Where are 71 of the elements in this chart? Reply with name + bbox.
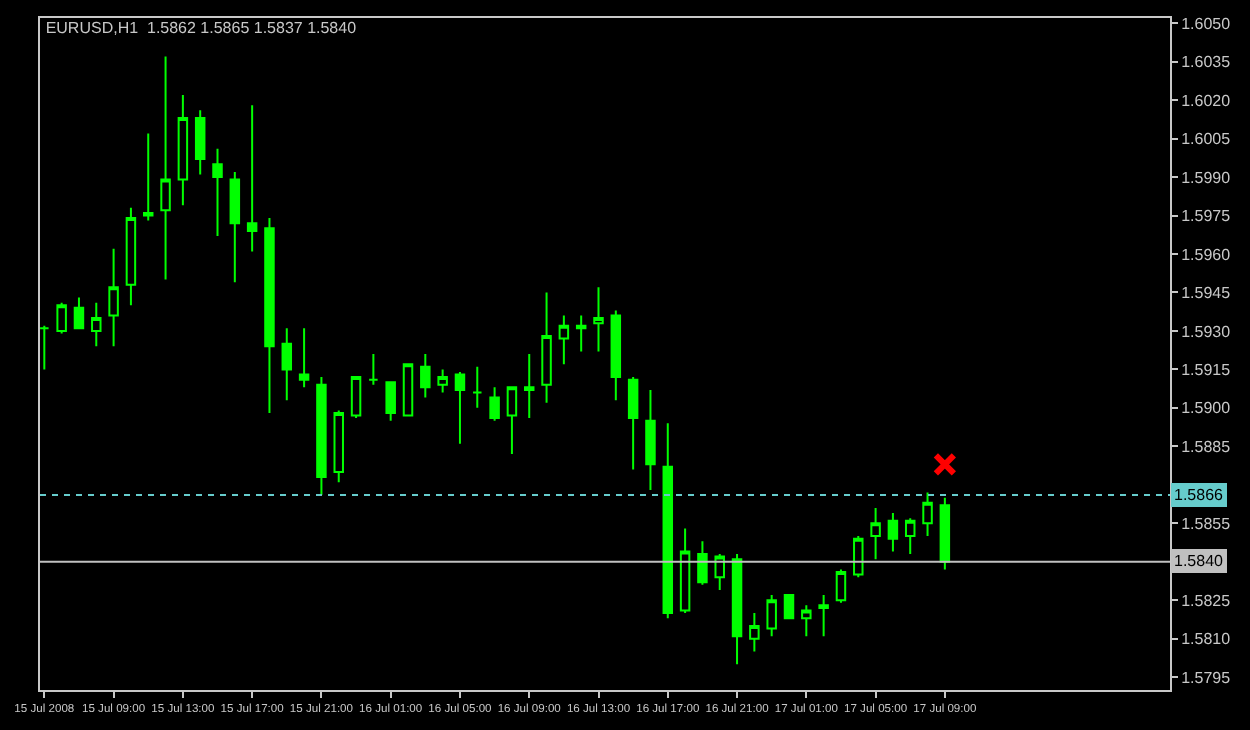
- y-tick-label: 1.6020: [1181, 91, 1232, 110]
- candlestick: [437, 368, 448, 394]
- y-tick-label: 1.5975: [1181, 207, 1232, 226]
- candlestick: [887, 512, 899, 553]
- y-tick-label: 1.5900: [1181, 399, 1232, 418]
- candlestick: [593, 286, 604, 353]
- candlestick: [73, 296, 85, 330]
- candlestick: [454, 370, 466, 445]
- candlestick: [645, 388, 656, 491]
- candlestick: [541, 291, 552, 404]
- candlestick: [472, 365, 483, 409]
- candlestick: [575, 314, 587, 353]
- candlestick: [870, 506, 881, 561]
- y-tick-label: 1.5945: [1181, 284, 1232, 303]
- candlestick: [766, 594, 777, 638]
- candlestick: [298, 327, 310, 389]
- y-tick-label: 1.5930: [1181, 322, 1232, 341]
- candlestick: [731, 553, 743, 666]
- ref-line-label: 1.5866: [1174, 486, 1225, 504]
- candlestick: [697, 540, 708, 586]
- candlestick: [853, 535, 864, 579]
- y-tick-label: 1.5795: [1181, 668, 1232, 687]
- y-tick-label: 1.5885: [1181, 437, 1232, 456]
- y-tick-label: 1.5960: [1181, 245, 1232, 264]
- candlestick: [402, 363, 414, 417]
- candlestick: [489, 386, 500, 422]
- candlestick: [333, 409, 344, 484]
- candlestick: [229, 170, 241, 284]
- candlestick: [177, 93, 189, 207]
- candlestick: [835, 568, 847, 604]
- candlestick: [246, 104, 258, 253]
- candlestick: [212, 147, 223, 238]
- candlestick: [143, 132, 154, 222]
- candlestick: [627, 376, 639, 471]
- candlestick: [749, 612, 760, 653]
- candlestick: [904, 517, 916, 556]
- candlestick: [922, 491, 933, 538]
- candlestick: [56, 301, 67, 335]
- candlestick: [108, 247, 119, 348]
- candlestick: [610, 309, 622, 402]
- candlestick: [679, 527, 691, 615]
- y-tick-label: 1.5810: [1181, 630, 1232, 649]
- chart-title: EURUSD,H1 1.5862 1.5865 1.5837 1.5840: [45, 19, 358, 38]
- candlestick: [385, 381, 396, 422]
- candlestick: [801, 604, 812, 638]
- candlestick: [264, 217, 275, 414]
- y-tick-label: 1.5825: [1181, 591, 1232, 610]
- candlestick: [506, 386, 518, 456]
- candlestick: [350, 376, 362, 420]
- y-tick-label: 1.6005: [1181, 130, 1232, 149]
- candlestick: [194, 109, 206, 176]
- ref-line-label: 1.5840: [1174, 552, 1225, 570]
- candlestick: [818, 594, 829, 638]
- candlestick: [524, 353, 535, 420]
- candlestick: [783, 594, 795, 620]
- y-tick-label: 1.6050: [1181, 14, 1232, 33]
- candlestick: [368, 353, 379, 386]
- candlestick: [316, 376, 327, 497]
- candlestick: [40, 324, 50, 371]
- candlestick: [125, 206, 137, 307]
- candlestick: [662, 422, 674, 620]
- y-tick-label: 1.5990: [1181, 168, 1232, 187]
- candlestick: [91, 301, 102, 348]
- y-tick-label: 1.5915: [1181, 360, 1232, 379]
- candlestick: [558, 314, 570, 366]
- candlestick: [160, 55, 171, 281]
- y-tick-label: 1.6035: [1181, 53, 1232, 72]
- candlestick: [939, 496, 951, 571]
- candlestick: [281, 327, 293, 402]
- candlestick: [420, 353, 431, 399]
- y-tick-label: 1.5855: [1181, 514, 1232, 533]
